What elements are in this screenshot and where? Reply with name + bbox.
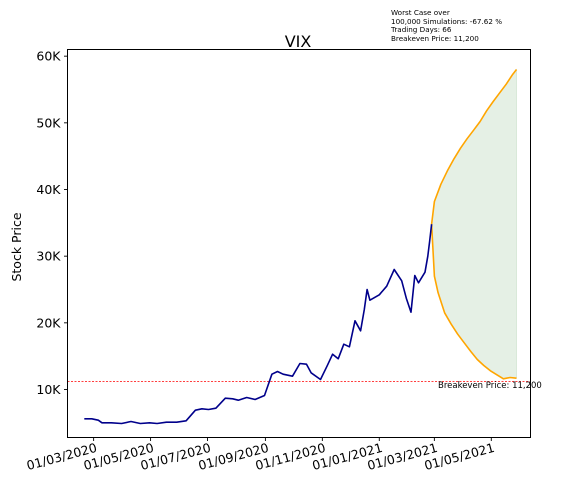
- annotation-line: Worst Case over: [391, 8, 450, 17]
- y-axis-label: Stock Price: [9, 212, 24, 281]
- y-tick-label: 60K: [36, 49, 61, 64]
- simulation-annotation: Worst Case over 100,000 Simulations: -67.…: [391, 8, 503, 43]
- y-tick-label: 10K: [36, 382, 61, 397]
- y-tick-label: 40K: [36, 182, 61, 197]
- annotation-line: 100,000 Simulations: -67.62 %: [391, 16, 503, 26]
- projection-lower-line: [430, 224, 517, 380]
- annotation-line: Trading Days: 66: [391, 25, 452, 35]
- breakeven-label: Breakeven Price: 11,200: [438, 381, 542, 391]
- chart-title: VIX: [285, 32, 312, 51]
- projection-band: [431, 68, 517, 380]
- plot-frame: [67, 49, 531, 438]
- y-tick-label: 30K: [36, 249, 61, 264]
- y-tick-label: 20K: [36, 315, 61, 330]
- annotation-line: Breakeven Price: 11,200: [391, 33, 479, 43]
- y-tick-label: 50K: [36, 115, 61, 130]
- history-line: [84, 224, 433, 425]
- projection-upper-line: [430, 69, 518, 225]
